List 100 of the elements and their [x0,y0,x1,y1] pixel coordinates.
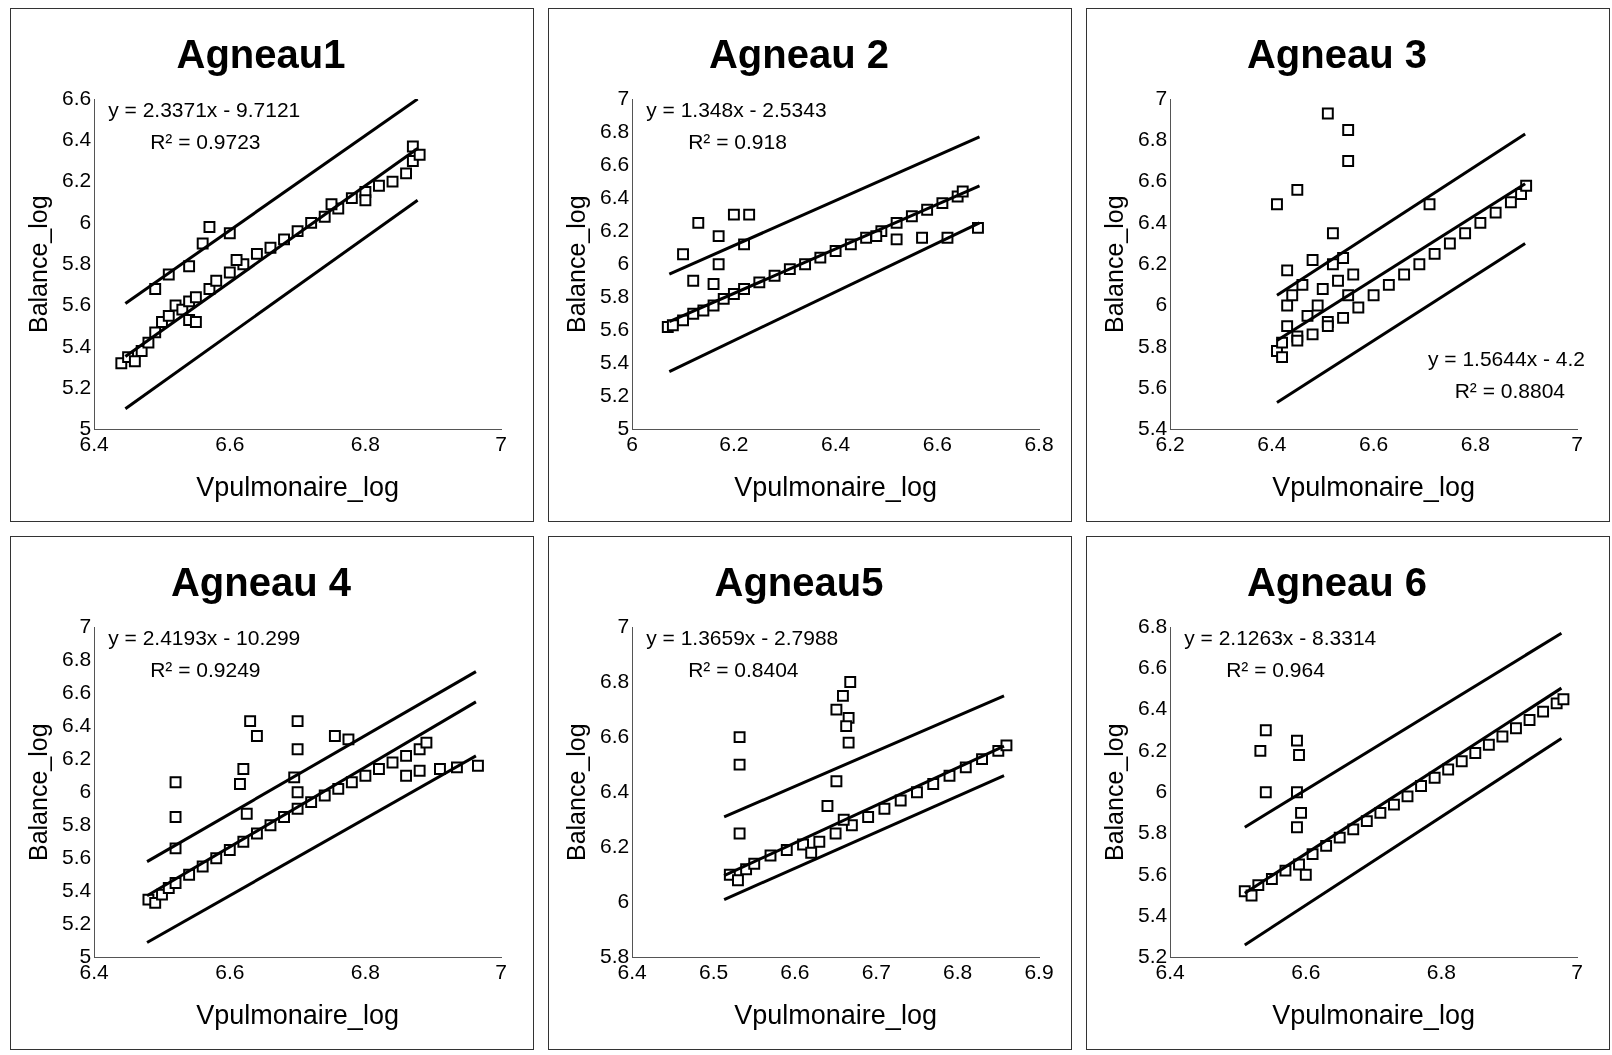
point [836,689,849,702]
point [1299,868,1312,881]
y-tick-label: 6.4 [61,712,92,736]
chart-title: Agneau 3 [1246,32,1428,77]
x-tick-label: 6.8 [1426,959,1456,983]
point [890,233,903,246]
point [1504,196,1517,209]
point [813,835,826,848]
point [244,715,257,728]
annotation: y = 2.3371x - 9.7121 [108,98,301,122]
point [712,230,725,243]
point [712,258,725,271]
y-tick-label: 6.2 [599,217,630,241]
y-tick-label: 6.2 [61,168,92,192]
point [1271,198,1283,211]
point [1291,821,1303,834]
annotation: R² = 0.8404 [688,658,799,682]
x-tick-label: 6.8 [943,959,973,983]
annotation: R² = 0.918 [688,130,787,154]
point [878,802,891,815]
x-tick-label: 6.5 [698,959,729,983]
point [1281,320,1294,333]
point [1557,693,1570,706]
point [1311,299,1324,312]
point [128,355,141,368]
point [1367,289,1380,302]
point [844,676,857,689]
y-tick-label: 6 [79,779,92,802]
x-tick-label: 6.9 [1024,959,1054,983]
x-tick-label: 7 [495,959,507,983]
y-tick-label: 6.2 [61,745,92,769]
y-tick-label: 6.8 [1137,127,1168,151]
y-tick-label: 6 [617,251,630,274]
point [434,763,446,776]
point [189,291,202,304]
x-tick-label: 6.8 [1460,431,1490,455]
point [223,266,236,279]
point [805,846,818,859]
point [420,736,433,749]
point [1482,738,1495,751]
y-tick-label: 6.4 [1137,696,1168,720]
point [1291,183,1304,196]
point [1259,724,1272,737]
y-tick-label: 5.4 [599,350,630,374]
annotation: y = 2.1263x - 8.3314 [1184,626,1377,650]
point [1332,274,1344,287]
annotation: y = 1.348x - 2.5343 [646,98,827,122]
x-tick-label: 6.4 [820,431,851,455]
point [345,776,358,789]
point [240,807,253,820]
point [1352,301,1365,314]
point [916,231,928,244]
point [1415,780,1428,792]
point [1342,155,1355,167]
y-tick-label: 6.2 [599,834,630,858]
point [1342,124,1355,136]
y-tick-label: 5.6 [1137,374,1168,398]
y-tick-label: 6.6 [599,151,630,175]
x-tick-label: 6.6 [780,959,810,983]
y-tick-label: 7 [617,85,630,109]
point [162,309,175,322]
x-tick-label: 6.8 [350,959,380,983]
y-tick-label: 5.8 [1137,820,1168,844]
chart-title: Agneau 6 [1246,560,1428,605]
point [1474,216,1487,229]
y-tick-label: 6.4 [61,127,92,151]
point [1254,744,1267,757]
point [1293,749,1305,761]
y-tick-label: 6.8 [1137,613,1168,637]
y-tick-label: 6.2 [1137,737,1168,761]
point [400,167,413,180]
point [1291,734,1303,747]
y-tick-label: 5.4 [1137,902,1168,926]
point [862,811,875,823]
point [1321,320,1334,333]
y-tick-label: 6.6 [1137,655,1168,679]
point [373,763,385,776]
x-tick-label: 6.8 [350,431,380,455]
point [692,216,705,229]
y-axis-title: Balance_log [1099,723,1128,862]
point [727,208,740,221]
point [1428,771,1441,784]
y-tick-label: 5.8 [61,812,92,836]
point [291,743,304,756]
point [707,278,720,290]
annotation: y = 1.3659x - 2.7988 [646,626,839,650]
point [821,800,834,812]
y-tick-label: 5.8 [599,284,630,308]
point [373,179,385,192]
annotation: R² = 0.9249 [150,658,261,682]
chart-title: Agneau 4 [170,560,352,605]
y-tick-label: 6.6 [61,85,92,109]
point [733,827,746,840]
point [1459,227,1472,240]
x-axis-title: Vpulmonaire_log [196,472,399,503]
x-tick-label: 6.6 [215,959,245,983]
point [386,175,399,188]
y-tick-label: 5.6 [61,292,92,316]
point [677,248,689,261]
point [829,827,842,840]
